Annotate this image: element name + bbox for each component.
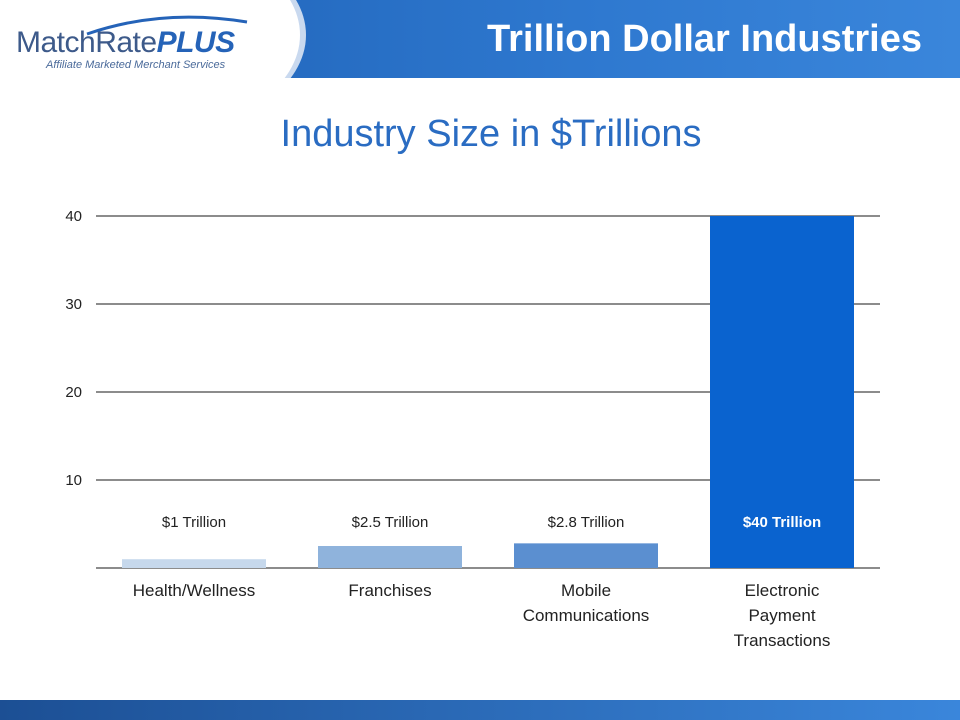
data-label: $1 Trillion xyxy=(162,514,226,531)
y-tick-label: 20 xyxy=(65,384,82,401)
bar xyxy=(710,216,854,568)
category-label: Payment xyxy=(748,606,815,625)
category-label: Transactions xyxy=(734,631,831,650)
category-labels: Health/Wellness Franchises Mobile Communica… xyxy=(133,581,831,650)
bar xyxy=(122,559,266,568)
y-tick-label: 10 xyxy=(65,472,82,489)
bar-chart: 10 20 30 40 $1 Trillion $2.5 Trillion $2.8 Tr… xyxy=(65,208,880,650)
logo-tagline: Affiliate Marketed Merchant Services xyxy=(46,59,226,71)
category-label: Mobile xyxy=(561,581,611,600)
y-tick-label: 40 xyxy=(65,208,82,225)
bar xyxy=(318,546,462,568)
data-labels: $1 Trillion $2.5 Trillion $2.8 Trillion $40… xyxy=(162,514,821,531)
bar xyxy=(514,543,658,568)
logo-name-part1: MatchRate xyxy=(16,26,157,59)
category-label: Franchises xyxy=(348,581,431,600)
logo-name-part2: PLUS xyxy=(156,26,236,59)
category-label: Health/Wellness xyxy=(133,581,256,600)
chart-title: Industry Size in $Trillions xyxy=(280,113,702,155)
header-bar: MatchRatePLUS Affiliate Marketed Merchan… xyxy=(0,0,960,78)
data-label: $40 Trillion xyxy=(743,514,821,531)
logo-background xyxy=(0,0,300,78)
footer-bar xyxy=(0,700,960,720)
data-label: $2.8 Trillion xyxy=(548,514,625,531)
y-tick-labels: 10 20 30 40 xyxy=(65,208,82,489)
slide-title: Trillion Dollar Industries xyxy=(487,18,922,60)
category-label: Electronic xyxy=(745,581,820,600)
category-label: Communications xyxy=(523,606,650,625)
bars xyxy=(122,216,854,568)
data-label: $2.5 Trillion xyxy=(352,514,429,531)
logo-name: MatchRatePLUS xyxy=(16,26,235,60)
logo-swoosh-icon xyxy=(86,15,248,36)
matchrate-plus-logo: MatchRatePLUS Affiliate Marketed Merchan… xyxy=(12,12,262,72)
y-tick-label: 30 xyxy=(65,296,82,313)
